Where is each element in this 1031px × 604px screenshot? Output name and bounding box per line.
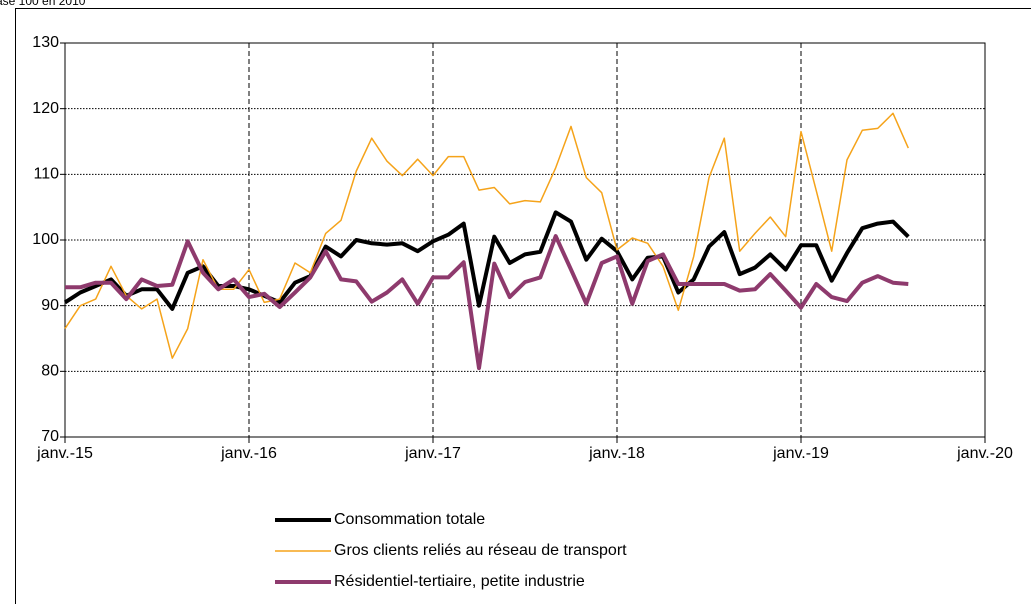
line-series — [64, 112, 909, 359]
x-tick-label: janv.-15 — [36, 445, 93, 462]
legend-label: Gros clients reliés au réseau de transpo… — [334, 542, 627, 559]
x-tick-label: janv.-19 — [772, 445, 829, 462]
y-tick-label: 90 — [41, 297, 59, 314]
x-tick-label: janv.-20 — [956, 445, 1013, 462]
line-series — [63, 210, 910, 311]
chart-frame — [15, 8, 1031, 604]
legend-label: Résidentiel-tertiaire, petite industrie — [334, 573, 585, 590]
y-tick-label: 130 — [32, 34, 59, 51]
chart-subtitle: Base 100 en 2010 — [0, 0, 86, 8]
legend-label: Consommation totale — [334, 511, 485, 528]
y-tick-label: 70 — [41, 428, 59, 445]
line-series — [65, 234, 909, 371]
x-tick-label: janv.-18 — [588, 445, 645, 462]
y-tick-label: 80 — [41, 363, 59, 380]
y-tick-label: 120 — [32, 100, 59, 117]
y-tick-label: 110 — [33, 166, 59, 183]
x-tick-label: janv.-16 — [220, 445, 277, 462]
y-tick-label: 100 — [32, 231, 59, 248]
x-tick-label: janv.-17 — [404, 445, 461, 462]
